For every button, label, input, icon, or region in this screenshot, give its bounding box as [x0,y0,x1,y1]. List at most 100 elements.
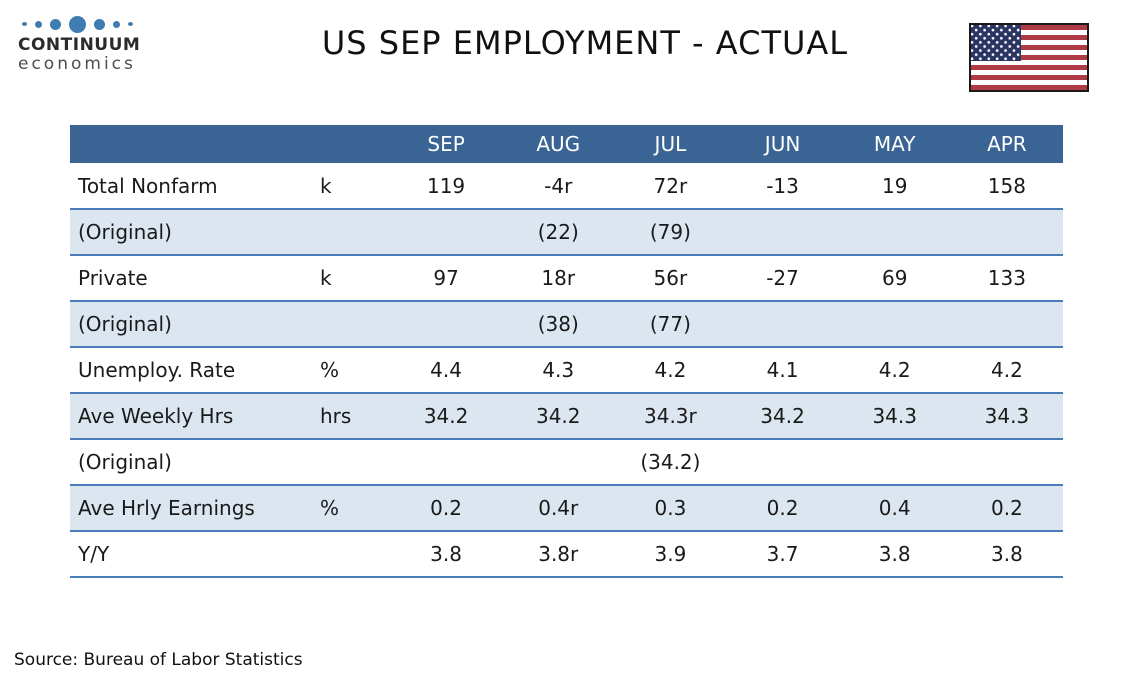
row-unit: k [308,163,390,210]
table-cell-sep: 3.8 [390,531,503,578]
row-label: Ave Hrly Earnings [70,485,308,532]
column-header-sep: SEP [390,125,503,163]
row-label: (Original) [70,209,308,256]
table-cell-jun: -13 [726,163,839,210]
table-cell-aug: 34.2 [502,393,615,440]
table-cell-apr [950,301,1063,348]
table-cell-sep [390,209,503,256]
table-cell-aug: 4.3 [502,347,615,394]
row-unit: % [308,485,390,532]
table-cell-aug: 18r [502,255,615,302]
column-header-apr: APR [950,125,1063,163]
table-header-row: SEP AUG JUL JUN MAY APR [70,125,1063,163]
table-cell-may: 69 [838,255,951,302]
table-cell-aug: 0.4r [502,485,615,532]
table-cell-may [838,209,951,256]
row-unit [308,439,390,486]
table-cell-apr: 158 [950,163,1063,210]
row-label: (Original) [70,301,308,348]
table-cell-sep: 4.4 [390,347,503,394]
employment-table: SEP AUG JUL JUN MAY APR Total Nonfarm k 119 -4r 7… [70,125,1063,578]
table-row: (Original) (38) (77) [70,301,1063,348]
logo-dots-icon [18,14,198,34]
table-cell-may: 4.2 [838,347,951,394]
table-cell-jul: 56r [614,255,727,302]
table-cell-apr: 0.2 [950,485,1063,532]
table-cell-sep [390,439,503,486]
table-cell-apr: 133 [950,255,1063,302]
row-label: Total Nonfarm [70,163,308,210]
table-cell-jul: 72r [614,163,727,210]
table-cell-jun: 0.2 [726,485,839,532]
logo-text-continuum: CONTINUUM [18,35,141,55]
header-spacer-unit [308,125,390,163]
table-cell-jul: 0.3 [614,485,727,532]
row-unit [308,531,390,578]
table-cell-may: 3.8 [838,531,951,578]
table-cell-sep: 119 [390,163,503,210]
table-cell-may: 0.4 [838,485,951,532]
table-cell-jul: (34.2) [614,439,727,486]
table-row: (Original) (22) (79) [70,209,1063,256]
header-spacer-label [70,125,308,163]
table-cell-jul: (79) [614,209,727,256]
table-cell-jun [726,301,839,348]
row-unit [308,209,390,256]
row-unit: hrs [308,393,390,440]
table-cell-aug: (22) [502,209,615,256]
table-cell-apr [950,439,1063,486]
column-header-jul: JUL [614,125,727,163]
row-label: Ave Weekly Hrs [70,393,308,440]
column-header-aug: AUG [502,125,615,163]
table-cell-aug: 3.8r [502,531,615,578]
table-row: Y/Y 3.8 3.8r 3.9 3.7 3.8 3.8 [70,531,1063,578]
logo-text-economics: economics [18,53,136,74]
table-cell-may [838,301,951,348]
table-cell-may [838,439,951,486]
continuum-logo: CONTINUUM economics [18,14,198,74]
table-row: Unemploy. Rate% 4.4 4.3 4.2 4.1 4.2 4.2 [70,347,1063,394]
table-cell-may: 19 [838,163,951,210]
row-label: Private [70,255,308,302]
table-row: (Original) (34.2) [70,439,1063,486]
table-cell-jun: 34.2 [726,393,839,440]
table-cell-jul: 3.9 [614,531,727,578]
row-label: Y/Y [70,531,308,578]
table-cell-sep: 34.2 [390,393,503,440]
table-cell-aug [502,439,615,486]
page-title: US SEP EMPLOYMENT - ACTUAL [321,24,849,62]
table-cell-apr: 4.2 [950,347,1063,394]
table-cell-jun [726,439,839,486]
row-unit: % [308,347,390,394]
row-unit [308,301,390,348]
table-cell-jul: 4.2 [614,347,727,394]
table-row: Ave Weekly Hrs hrs 34.2 34.2 34.3r 34.2 34.3 34… [70,393,1063,440]
table-cell-jun: -27 [726,255,839,302]
row-label: Unemploy. Rate [70,347,308,394]
table-cell-apr [950,209,1063,256]
table-cell-sep: 97 [390,255,503,302]
column-header-jun: JUN [726,125,839,163]
table-cell-jun: 3.7 [726,531,839,578]
table-cell-jun: 4.1 [726,347,839,394]
table-cell-jun [726,209,839,256]
table-cell-apr: 3.8 [950,531,1063,578]
table-row: Private k 97 18r 56r -27 69 133 [70,255,1063,302]
table-cell-aug: (38) [502,301,615,348]
table-cell-sep [390,301,503,348]
table-row: Ave Hrly Earnings% 0.2 0.4r 0.3 0.2 0.4 0.2 [70,485,1063,532]
source-note: Source: Bureau of Labor Statistics [14,650,303,670]
table-cell-jul: 34.3r [614,393,727,440]
table-cell-jul: (77) [614,301,727,348]
table-cell-apr: 34.3 [950,393,1063,440]
us-flag-canton [971,25,1021,61]
table-row: Total Nonfarm k 119 -4r 72r -13 19 158 [70,163,1063,210]
table-cell-may: 34.3 [838,393,951,440]
row-unit: k [308,255,390,302]
row-label: (Original) [70,439,308,486]
table-cell-aug: -4r [502,163,615,210]
column-header-may: MAY [838,125,951,163]
table-cell-sep: 0.2 [390,485,503,532]
us-flag-icon [969,23,1089,92]
